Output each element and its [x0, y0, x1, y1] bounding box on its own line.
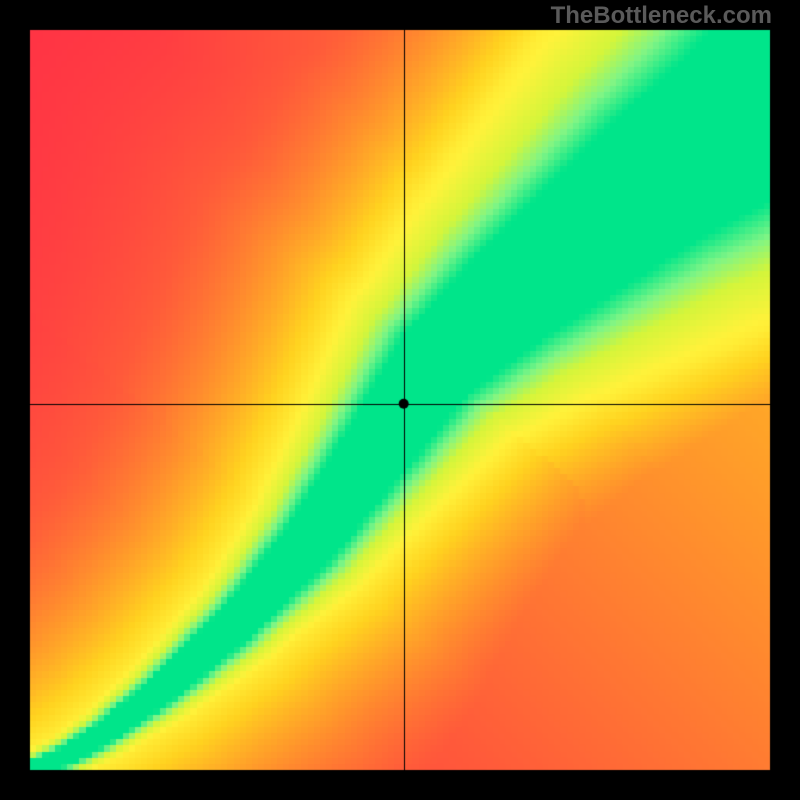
chart-container: { "meta": { "source_watermark": "TheBott… — [0, 0, 800, 800]
bottleneck-heatmap — [0, 0, 800, 800]
watermark-text: TheBottleneck.com — [551, 2, 772, 30]
